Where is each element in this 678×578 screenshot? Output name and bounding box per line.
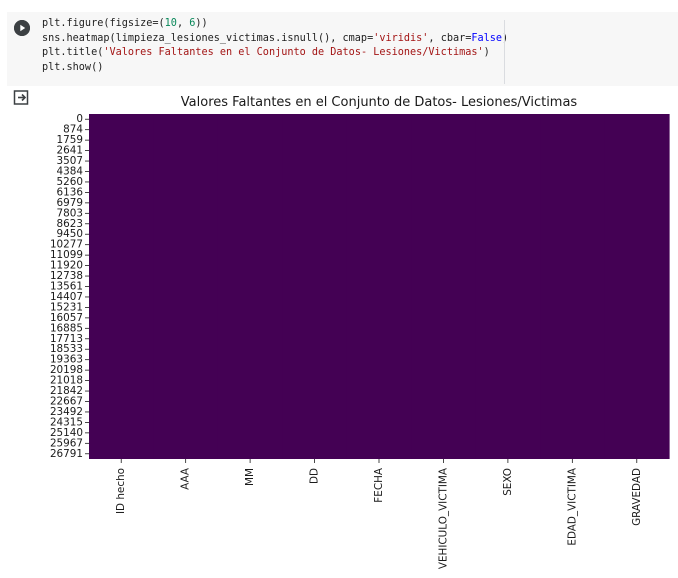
heatmap-column <box>282 114 348 459</box>
code-line: plt.figure(figsize=(10, 6)) <box>42 17 508 32</box>
heatmap-column <box>153 114 219 459</box>
y-tick-label: 13561 <box>50 281 83 293</box>
y-tick-label: 16057 <box>50 312 83 324</box>
y-tick-label: 17713 <box>50 333 83 345</box>
code-token: plt.title( <box>42 47 104 59</box>
code-token: )) <box>195 18 208 29</box>
y-tick-label: 25967 <box>50 437 83 449</box>
output-redirect-icon[interactable] <box>13 89 30 106</box>
y-tick-label: 23492 <box>50 406 83 418</box>
x-tick-label: GRAVEDAD <box>631 468 643 526</box>
y-tick-label: 5260 <box>57 176 83 188</box>
cell-divider <box>504 20 505 84</box>
code-editor[interactable]: plt.figure(figsize=(10, 6)) sns.heatmap(l… <box>42 17 508 75</box>
code-line: plt.show() <box>42 61 508 76</box>
heatmap-column <box>604 114 670 459</box>
y-tick-label: 15231 <box>50 301 83 313</box>
heatmap-column <box>89 114 155 459</box>
code-token: 6 <box>189 18 196 29</box>
x-tick-label: SEXO <box>502 468 514 496</box>
y-tick-label: 19363 <box>50 354 83 366</box>
y-tick-label: 20198 <box>50 364 83 376</box>
x-tick-label: ID hecho <box>115 468 127 514</box>
y-tick-label: 0 <box>76 113 83 125</box>
y-tick-label: 11099 <box>50 249 83 261</box>
y-tick-label: 8623 <box>57 218 83 230</box>
y-tick-label: 22667 <box>50 396 83 408</box>
x-tick-label: VEHICULO_VICTIMA <box>437 467 449 569</box>
code-token: plt.figure(figsize=( <box>42 18 165 29</box>
y-tick-label: 16885 <box>50 322 83 334</box>
code-line: plt.title('Valores Faltantes en el Conju… <box>42 46 508 61</box>
chart-title: Valores Faltantes en el Conjunto de Dato… <box>180 95 578 110</box>
y-tick-label: 1759 <box>57 134 83 146</box>
y-tick-label: 874 <box>63 124 83 136</box>
x-tick-label: AAA <box>180 467 192 490</box>
y-tick-label: 9450 <box>57 228 83 240</box>
heatmap-column <box>411 114 477 459</box>
x-tick-label: EDAD_VICTIMA <box>566 467 578 545</box>
y-tick-label: 3507 <box>57 155 83 167</box>
code-token: ) <box>502 32 509 44</box>
y-tick-label: 26791 <box>50 448 83 460</box>
heatmap-column <box>475 114 541 459</box>
code-cell[interactable] <box>7 12 678 86</box>
y-tick-label: 21842 <box>50 385 83 397</box>
code-token: 'viridis' <box>373 32 429 44</box>
x-tick-label: DD <box>309 468 321 484</box>
code-token: sns.heatmap(limpieza_lesiones_victimas.i… <box>42 32 374 44</box>
y-tick-label: 10277 <box>50 239 83 251</box>
code-token: 'Valores Faltantes en el Conjunto de Dat… <box>103 47 484 59</box>
y-tick-label: 7803 <box>57 207 83 219</box>
heatmap-column <box>217 114 283 459</box>
code-token: , cbar= <box>428 32 472 44</box>
run-cell-button[interactable] <box>14 20 30 36</box>
y-tick-label: 4384 <box>57 166 84 178</box>
code-token: , <box>176 18 190 29</box>
code-token: False <box>471 32 503 44</box>
y-tick-label: 6136 <box>57 186 83 198</box>
heatmap-column <box>346 114 412 459</box>
y-tick-label: 2641 <box>57 145 83 157</box>
code-token: ) <box>483 47 490 59</box>
y-tick-label: 6979 <box>57 197 83 209</box>
y-tick-label: 14407 <box>50 291 83 303</box>
x-tick-label: FECHA <box>373 467 385 503</box>
heatmap-column <box>540 114 606 459</box>
y-tick-label: 25140 <box>50 427 83 439</box>
y-tick-label: 12738 <box>50 270 83 282</box>
code-token: 10 <box>164 18 177 29</box>
y-tick-label: 18533 <box>50 343 83 355</box>
x-tick-label: MM <box>244 468 256 486</box>
y-tick-label: 24315 <box>50 416 83 428</box>
y-tick-label: 21018 <box>50 375 83 387</box>
play-circle-icon <box>14 20 30 36</box>
code-line: sns.heatmap(limpieza_lesiones_victimas.i… <box>42 32 508 47</box>
code-token: plt.show() <box>42 61 104 73</box>
y-tick-label: 11920 <box>50 260 83 272</box>
